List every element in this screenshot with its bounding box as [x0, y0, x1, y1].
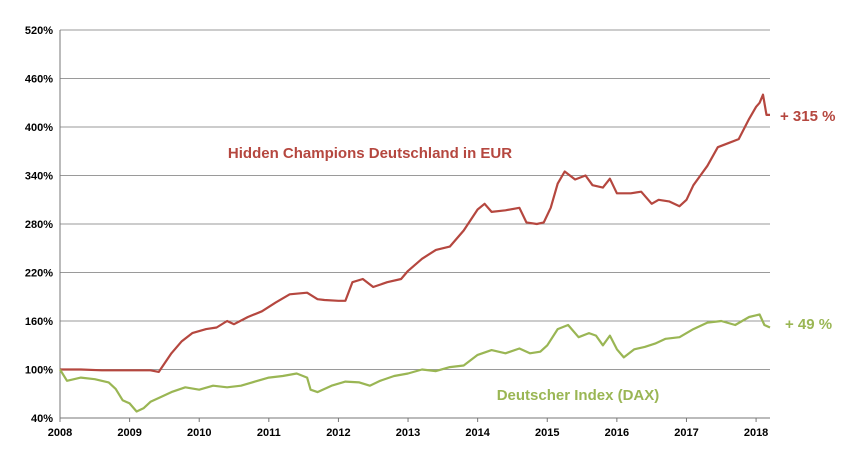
y-tick-label: 40%	[31, 413, 53, 425]
end-label-hidden-champions: + 315 %	[780, 108, 835, 125]
gridlines	[60, 29, 770, 370]
x-tick-label: 2011	[257, 427, 281, 439]
y-tick-label: 400%	[25, 122, 53, 134]
y-tick-label: 460%	[25, 74, 53, 86]
x-tick-label: 2008	[48, 427, 72, 439]
y-tick-label: 100%	[25, 365, 53, 377]
x-tick-label: 2017	[674, 427, 698, 439]
x-tick-label: 2018	[744, 427, 768, 439]
x-tick-label: 2014	[465, 427, 490, 439]
x-axis-tick-labels: 2008 2009 2010 2011 2012 2013 2014 2015 2016 2017…	[48, 418, 768, 439]
series-label-hidden-champions: Hidden Champions Deutschland in EUR	[228, 145, 512, 162]
x-tick-label: 2016	[605, 427, 629, 439]
y-tick-label: 340%	[25, 171, 53, 183]
series-lines	[59, 93, 771, 413]
series-label-dax: Deutscher Index (DAX)	[497, 387, 660, 404]
x-tick-label: 2012	[326, 427, 350, 439]
y-tick-label: 280%	[25, 219, 53, 231]
series-line-dax	[59, 313, 771, 413]
y-axis-tick-labels: 40% 100% 160% 220% 280% 340% 400% 460% 520%	[25, 25, 53, 425]
x-tick-label: 2010	[187, 427, 211, 439]
x-tick-label: 2009	[117, 427, 141, 439]
x-tick-label: 2015	[535, 427, 559, 439]
x-tick-label: 2013	[396, 427, 420, 439]
y-tick-label: 520%	[25, 25, 53, 37]
end-label-dax: + 49 %	[785, 316, 832, 333]
y-tick-label: 220%	[25, 268, 53, 280]
series-line-hidden-champions	[60, 93, 770, 373]
y-tick-label: 160%	[25, 316, 53, 328]
